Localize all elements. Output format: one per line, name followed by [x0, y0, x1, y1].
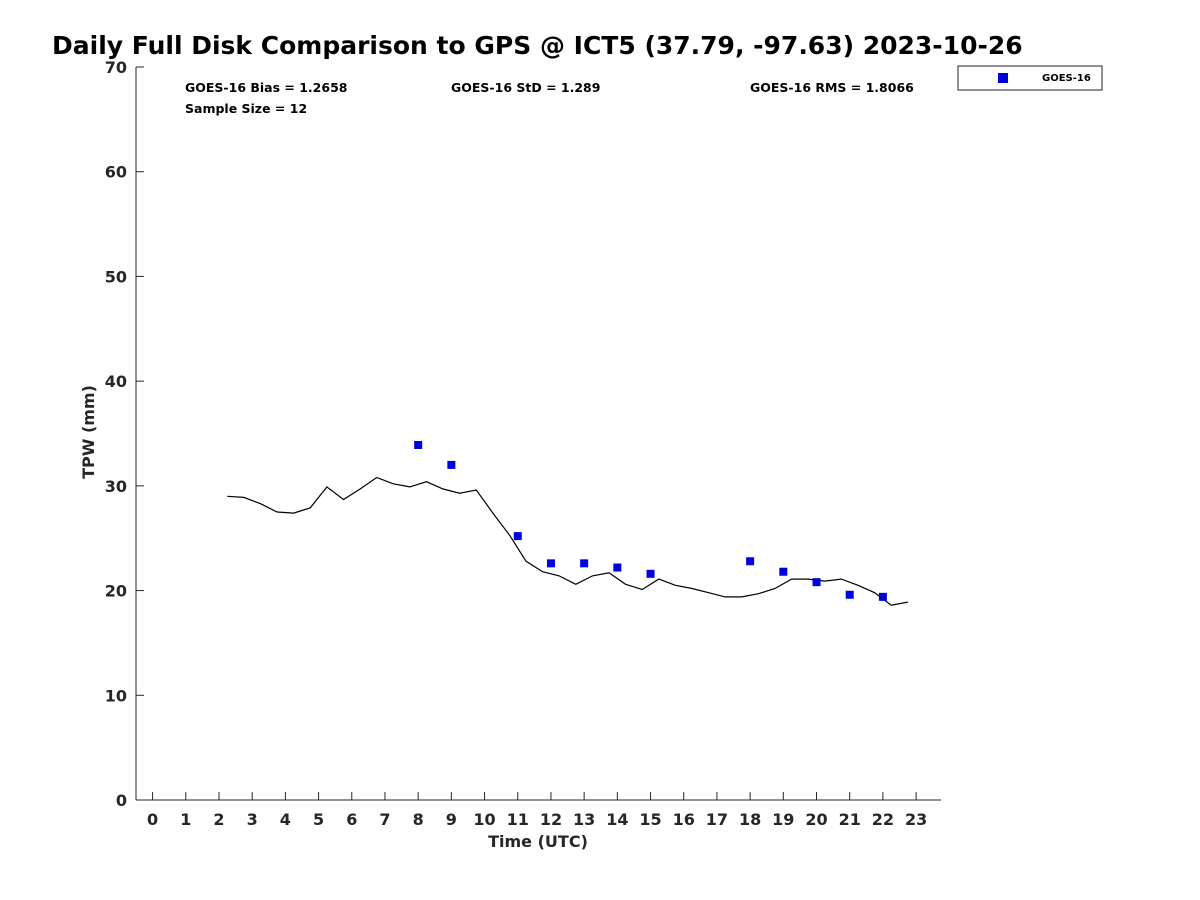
x-tick-label: 13	[573, 810, 595, 829]
stat-std: GOES-16 StD = 1.289	[451, 80, 600, 95]
x-tick-label: 1	[180, 810, 191, 829]
y-axis-label: TPW (mm)	[79, 385, 98, 479]
goes16-point	[779, 567, 788, 576]
goes16-point	[580, 559, 589, 568]
goes16-point	[414, 441, 423, 450]
goes16-point	[447, 460, 456, 469]
goes-marker-layer	[414, 441, 887, 601]
x-tick-label: 3	[247, 810, 258, 829]
goes16-point	[812, 578, 821, 587]
x-tick-label: 18	[739, 810, 761, 829]
stat-bias: GOES-16 Bias = 1.2658	[185, 80, 347, 95]
x-tick-label: 6	[346, 810, 357, 829]
legend: GOES-16	[957, 65, 1103, 91]
stat-sample-size: Sample Size = 12	[185, 101, 307, 116]
goes16-point	[878, 592, 887, 601]
x-tick-label: 17	[706, 810, 728, 829]
y-tick-label: 30	[105, 477, 127, 496]
x-tick-label: 19	[772, 810, 794, 829]
x-tick-label: 9	[446, 810, 457, 829]
x-axis-label: Time (UTC)	[488, 832, 588, 851]
goes16-point	[746, 557, 755, 566]
goes16-point	[845, 590, 854, 599]
legend-label-goes16: GOES-16	[1042, 73, 1091, 84]
goes16-point	[646, 569, 655, 578]
y-tick-label: 60	[105, 163, 127, 182]
x-tick-label: 14	[606, 810, 628, 829]
x-tick-label: 16	[673, 810, 695, 829]
legend-marker-goes16	[998, 73, 1008, 83]
x-tick-label: 8	[413, 810, 424, 829]
chart-title: Daily Full Disk Comparison to GPS @ ICT5…	[52, 31, 1023, 60]
goes16-point	[546, 559, 555, 568]
gps-tpw-line	[227, 476, 908, 606]
x-tick-label: 7	[379, 810, 390, 829]
stat-rms: GOES-16 RMS = 1.8066	[750, 80, 914, 95]
x-tick-label: 22	[872, 810, 894, 829]
x-tick-label: 12	[540, 810, 562, 829]
goes16-point	[513, 532, 522, 541]
y-tick-label: 50	[105, 267, 127, 286]
gps-line-layer	[227, 476, 908, 606]
y-tick-label: 40	[105, 372, 127, 391]
legend-box	[957, 65, 1103, 91]
y-tick-label: 70	[105, 58, 127, 77]
x-tick-label: 21	[839, 810, 861, 829]
x-tick-label: 5	[313, 810, 324, 829]
goes16-point	[613, 563, 622, 572]
x-tick-label: 15	[639, 810, 661, 829]
x-tick-label: 0	[147, 810, 158, 829]
x-tick-label: 4	[280, 810, 291, 829]
y-tick-label: 10	[105, 686, 127, 705]
x-tick-label: 23	[905, 810, 927, 829]
x-tick-label: 11	[507, 810, 529, 829]
x-tick-label: 20	[805, 810, 827, 829]
y-tick-label: 0	[116, 791, 127, 810]
x-tick-label: 10	[473, 810, 495, 829]
x-tick-label: 2	[213, 810, 224, 829]
y-tick-label: 20	[105, 582, 127, 601]
